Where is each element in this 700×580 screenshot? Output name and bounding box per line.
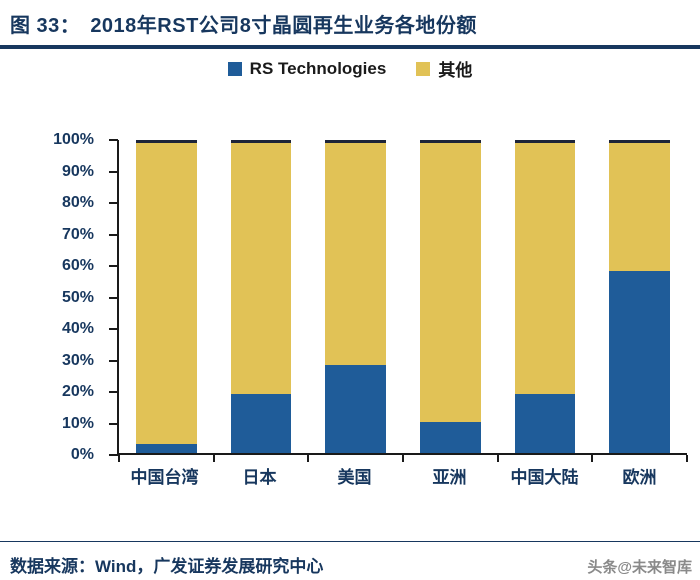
watermark-text: 头条@未来智库 — [587, 559, 692, 576]
legend-item-1: 其他 — [416, 56, 472, 81]
stacked-bar-5 — [609, 140, 670, 453]
legend-label: RS Technologies — [249, 58, 387, 78]
x-tick-mark — [686, 455, 688, 462]
y-tick-mark — [109, 202, 118, 204]
bar-slot-1 — [214, 140, 309, 453]
y-tick-mark — [109, 139, 118, 141]
legend-item-0: RS Technologies — [227, 58, 387, 79]
y-tick-mark — [109, 391, 118, 393]
x-tick-mark — [591, 455, 594, 462]
x-tick-mark — [307, 455, 310, 462]
figure-header: 图 33： 2018年RST公司8寸晶圆再生业务各地份额 — [0, 0, 700, 49]
bar-segment-series-0 — [609, 271, 670, 453]
stacked-bar-4 — [514, 140, 576, 453]
x-category-label-3: 亚洲 — [432, 468, 467, 487]
y-tick-mark — [109, 454, 118, 456]
bar-segment-series-0 — [230, 393, 292, 453]
bar-segment-series-0 — [325, 365, 386, 453]
figure-label: 图 33： — [10, 15, 81, 37]
y-tick-label: 10% — [61, 414, 94, 432]
x-tick-mark — [118, 455, 120, 462]
y-tick-mark — [109, 359, 118, 362]
source-text: 数据来源：Wind，广发证券发展研究中心 — [10, 557, 324, 576]
x-category-label-5: 欧洲 — [622, 468, 657, 487]
bar-slot-4 — [498, 140, 593, 453]
source-footer: 数据来源：Wind，广发证券发展研究中心 — [0, 541, 700, 577]
legend-swatch-icon — [416, 61, 431, 76]
bars-row — [119, 140, 687, 453]
bar-segment-series-1 — [230, 140, 292, 394]
stacked-bar-1 — [230, 140, 292, 453]
bar-segment-series-1 — [136, 140, 197, 444]
stacked-bar-2 — [325, 140, 386, 453]
x-tick-mark — [496, 455, 499, 462]
x-axis-labels: 中国台湾 日本 美国 亚洲 中国大陆 欧洲 — [117, 463, 687, 488]
y-tick-label: 100% — [53, 131, 94, 148]
y-tick-label: 0% — [70, 446, 94, 463]
watermark: 头条@未来智库 — [587, 556, 692, 577]
bar-slot-5 — [592, 140, 687, 453]
stacked-bar-0 — [136, 140, 197, 453]
bar-segment-series-0 — [136, 443, 197, 453]
y-tick-mark — [109, 233, 118, 236]
y-tick-mark — [109, 170, 118, 173]
x-category-label-4: 中国大陆 — [510, 468, 579, 487]
y-tick-label: 70% — [61, 225, 94, 243]
stacked-bar-3 — [420, 140, 481, 453]
bar-segment-series-1 — [609, 140, 670, 272]
y-tick-mark — [109, 296, 118, 299]
plot-area — [109, 139, 688, 462]
y-tick-mark — [109, 265, 118, 267]
y-tick-label: 50% — [61, 288, 94, 306]
y-tick-label: 80% — [61, 194, 94, 211]
bar-slot-2 — [308, 140, 403, 453]
y-tick-label: 40% — [61, 320, 94, 337]
bar-slot-3 — [403, 140, 498, 453]
bar-segment-series-1 — [420, 140, 481, 422]
bar-segment-series-0 — [420, 421, 481, 453]
x-tick-mark — [402, 455, 404, 462]
legend-label: 其他 — [438, 61, 473, 80]
y-tick-label: 60% — [61, 257, 94, 274]
y-tick-mark — [109, 422, 118, 425]
x-category-label-0: 中国台湾 — [130, 468, 199, 487]
y-tick-mark — [109, 328, 118, 330]
y-tick-label: 30% — [61, 351, 94, 369]
figure-title: 2018年RST公司8寸晶圆再生业务各地份额 — [90, 15, 477, 37]
bar-segment-series-1 — [514, 140, 576, 394]
bar-segment-series-1 — [325, 140, 386, 366]
x-category-label-2: 美国 — [337, 468, 372, 487]
y-tick-label: 20% — [61, 383, 94, 400]
legend-swatch-icon — [227, 61, 242, 76]
chart-legend: RS Technologies 其他 — [0, 56, 700, 81]
y-axis-labels: 0% 10% 20% 30% 40% 50% 60% 70% 80% 90% 100% — [0, 131, 106, 463]
x-category-label-1: 日本 — [242, 468, 277, 487]
y-tick-label: 90% — [61, 162, 94, 180]
bar-slot-0 — [119, 140, 214, 453]
x-tick-mark — [212, 455, 215, 462]
bar-segment-series-0 — [514, 393, 576, 453]
